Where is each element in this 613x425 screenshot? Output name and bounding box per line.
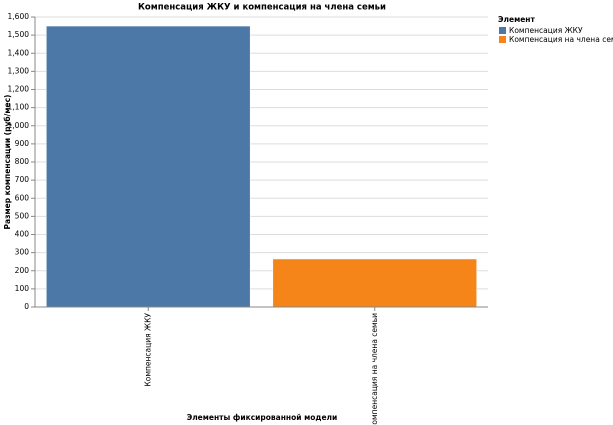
y-tick-label: 300 <box>15 248 30 257</box>
y-tick-label: 400 <box>15 230 30 239</box>
legend-label: Компенсация ЖКУ <box>509 26 583 35</box>
y-tick-label: 500 <box>15 211 30 220</box>
y-tick-label: 1,600 <box>8 12 30 21</box>
legend-label: Компенсация на члена семьи <box>509 35 613 44</box>
y-tick-label: 100 <box>15 284 30 293</box>
chart-title: Компенсация ЖКУ и компенсация на члена с… <box>138 3 386 13</box>
y-tick-label: 1,400 <box>8 48 30 57</box>
bar <box>272 258 477 308</box>
y-tick-label: 1,500 <box>8 30 30 39</box>
legend-swatch <box>499 36 506 43</box>
y-tick-label: 1,300 <box>8 66 30 75</box>
y-tick-label: 1,200 <box>8 85 30 94</box>
y-tick-label: 600 <box>15 193 30 202</box>
x-axis-title: Элементы фиксированной модели <box>187 413 338 422</box>
bar <box>46 25 251 308</box>
y-tick-label: 200 <box>15 266 30 275</box>
y-tick-label: 700 <box>15 175 30 184</box>
y-tick-label: 900 <box>15 139 30 148</box>
x-tick-label: Компенсация на члена семьи <box>370 313 379 425</box>
y-tick-label: 1,000 <box>8 121 30 130</box>
x-tick-label: Компенсация ЖКУ <box>143 313 152 387</box>
legend-swatch <box>499 27 506 34</box>
y-tick-label: 0 <box>24 302 29 311</box>
y-tick-label: 1,100 <box>8 103 30 112</box>
legend-title: Элемент <box>498 15 535 24</box>
y-tick-label: 800 <box>15 157 30 166</box>
y-axis-title: Размер компенсации (руб/мес) <box>3 95 12 230</box>
